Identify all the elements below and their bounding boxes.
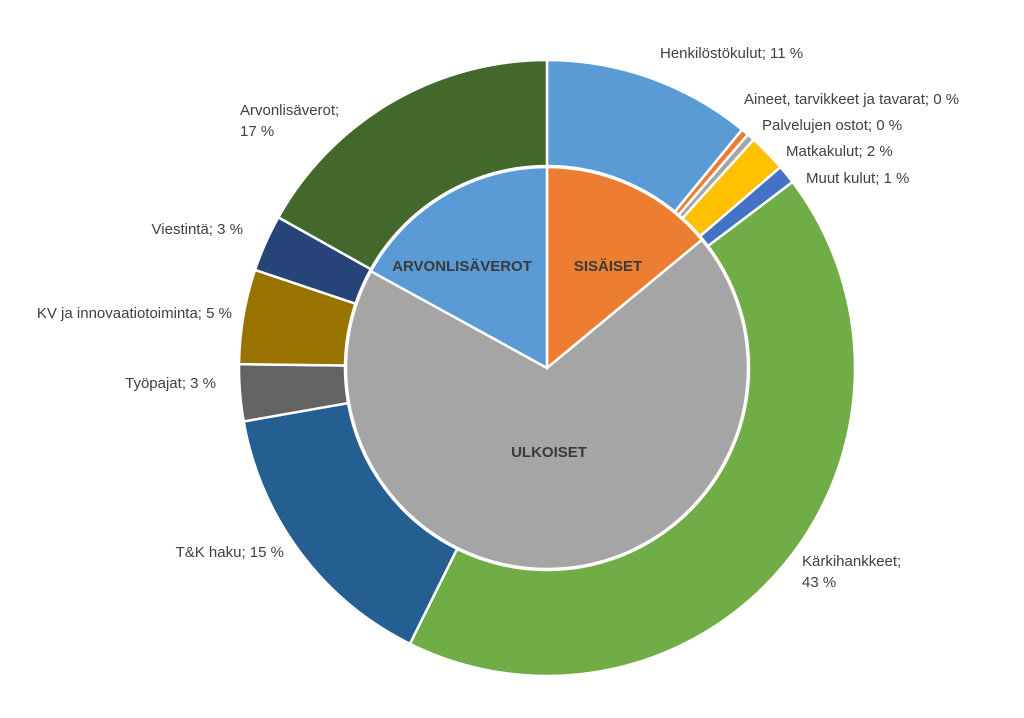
inner-label-ulkoiset: ULKOISET: [511, 444, 587, 461]
inner-slice-sisaiset: [545, 165, 704, 371]
inner-slice-ulkoiset: [344, 238, 750, 571]
inner-label-arvonlisaverot: ARVONLISÄVEROT: [392, 258, 532, 275]
outer-label-viestinta: Viestintä; 3 %: [152, 221, 243, 238]
outer-label-aineet-tarvikkeet-ja-tavarat: Aineet, tarvikkeet ja tavarat; 0 %: [744, 91, 959, 108]
outer-label-matkakulut: Matkakulut; 2 %: [786, 143, 893, 160]
outer-label-t-k-haku: T&K haku; 15 %: [176, 544, 284, 561]
outer-label-tyopajat: Työpajat; 3 %: [125, 375, 216, 392]
outer-labels: Henkilöstökulut; 11 % Aineet, tarvikkeet …: [37, 45, 959, 591]
outer-label-arvonlisaverot: Arvonlisäverot; 17 %: [240, 102, 339, 140]
inner-pie: [344, 165, 750, 571]
inner-slice-arvonlisaverot: [369, 165, 549, 371]
inner-labels: SISÄISET ULKOISET ARVONLISÄVEROT: [392, 258, 642, 461]
outer-label-henkilostokulut: Henkilöstökulut; 11 %: [660, 45, 803, 62]
outer-label-karkihankkeet: Kärkihankkeet; 43 %: [802, 553, 901, 591]
outer-label-kv-ja-innovaatiotoiminta: KV ja innovaatiotoiminta; 5 %: [37, 305, 232, 322]
inner-label-sisaiset: SISÄISET: [574, 258, 642, 275]
outer-label-muut-kulut: Muut kulut; 1 %: [806, 170, 909, 187]
outer-label-palvelujen-ostot: Palvelujen ostot; 0 %: [762, 117, 902, 134]
